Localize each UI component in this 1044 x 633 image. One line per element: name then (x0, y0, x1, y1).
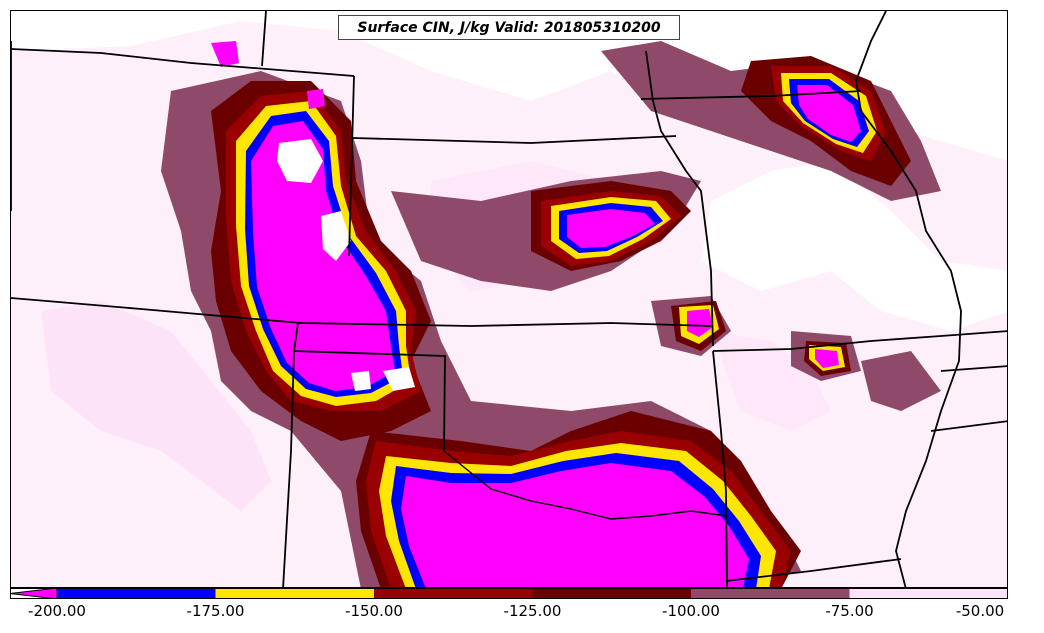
red-river-border (443, 450, 728, 520)
colorbar-segment (532, 588, 691, 599)
map-title: Surface CIN, J/kg Valid: 201805310200 (357, 19, 661, 36)
colorbar-segment (691, 588, 850, 599)
colorbar (10, 588, 1008, 599)
map-title-box: Surface CIN, J/kg Valid: 201805310200 (338, 15, 680, 40)
colorbar-below-min-arrow (10, 588, 58, 599)
colorbar-segment (57, 588, 216, 599)
state-borders (11, 11, 1007, 587)
colorbar-tick-label: -75.00 (825, 602, 874, 620)
colorbar-tick-label: -50.00 (955, 602, 1005, 620)
colorbar-segment (374, 588, 533, 599)
colorbar-tick-label: -200.00 (28, 602, 86, 620)
map-panel (10, 10, 1008, 588)
colorbar-tick-label: -125.00 (503, 602, 562, 620)
colorbar-tick-label: -150.00 (345, 602, 403, 620)
colorbar-tick-label: -175.00 (186, 602, 245, 620)
colorbar-segment (849, 588, 1008, 599)
colorbar-tick-label: -100.00 (662, 602, 720, 620)
colorbar-segment (215, 588, 374, 599)
cin-white-patches (277, 139, 415, 391)
cin-map (11, 11, 1007, 587)
